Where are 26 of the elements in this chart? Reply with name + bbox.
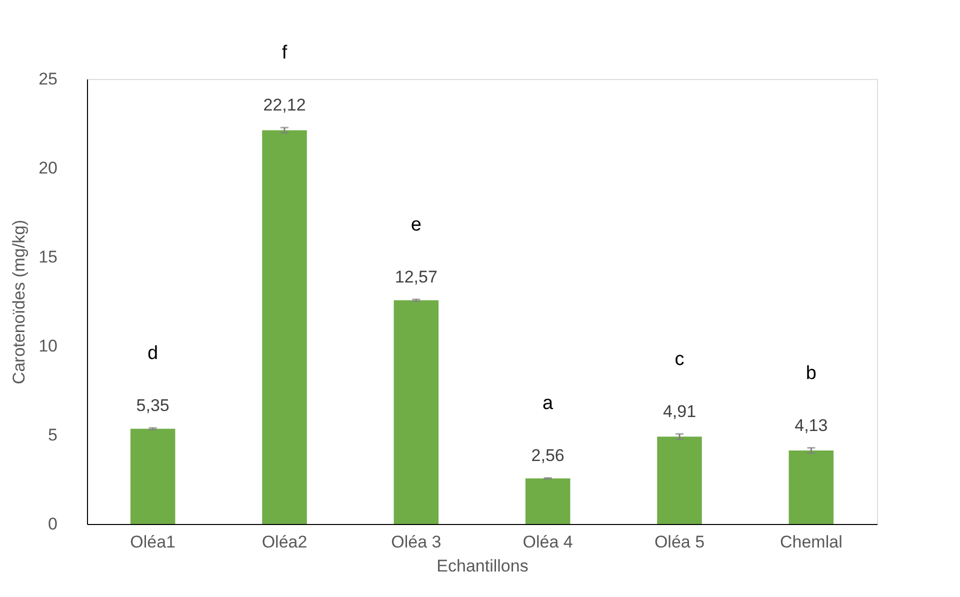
data-label: 4,91 xyxy=(662,402,696,421)
x-axis-title: Echantillons xyxy=(436,556,528,576)
annotation: c xyxy=(674,348,684,370)
data-label: 4,13 xyxy=(794,416,828,435)
y-tick-label: 0 xyxy=(48,514,58,534)
data-label: 12,57 xyxy=(394,267,438,286)
data-label: 2,56 xyxy=(531,446,564,465)
x-tick-label: Oléa 5 xyxy=(654,532,705,552)
y-axis-title: Carotenoïdes (mg/kg) xyxy=(10,220,29,384)
x-tick-label: Oléa2 xyxy=(262,532,308,552)
data-label: 5,35 xyxy=(136,396,170,415)
annotation: e xyxy=(410,214,422,236)
annotation: a xyxy=(542,392,554,414)
annotation: d xyxy=(148,342,158,364)
data-label: 22,12 xyxy=(263,96,306,115)
text: f xyxy=(282,42,288,64)
y-tick-label: 15 xyxy=(38,248,58,266)
y-tick-label: 25 xyxy=(38,70,58,88)
x-tick-label: Chemlal xyxy=(780,532,842,552)
x-tick-label: Oléa 3 xyxy=(391,532,442,552)
x-tick-label: Oléa 4 xyxy=(522,532,573,552)
y-tick-label: 5 xyxy=(48,426,58,444)
y-tick-label: 20 xyxy=(38,158,58,178)
x-tick-label: Oléa1 xyxy=(130,532,176,552)
annotation: b xyxy=(806,362,816,384)
y-tick-label: 10 xyxy=(38,336,58,356)
